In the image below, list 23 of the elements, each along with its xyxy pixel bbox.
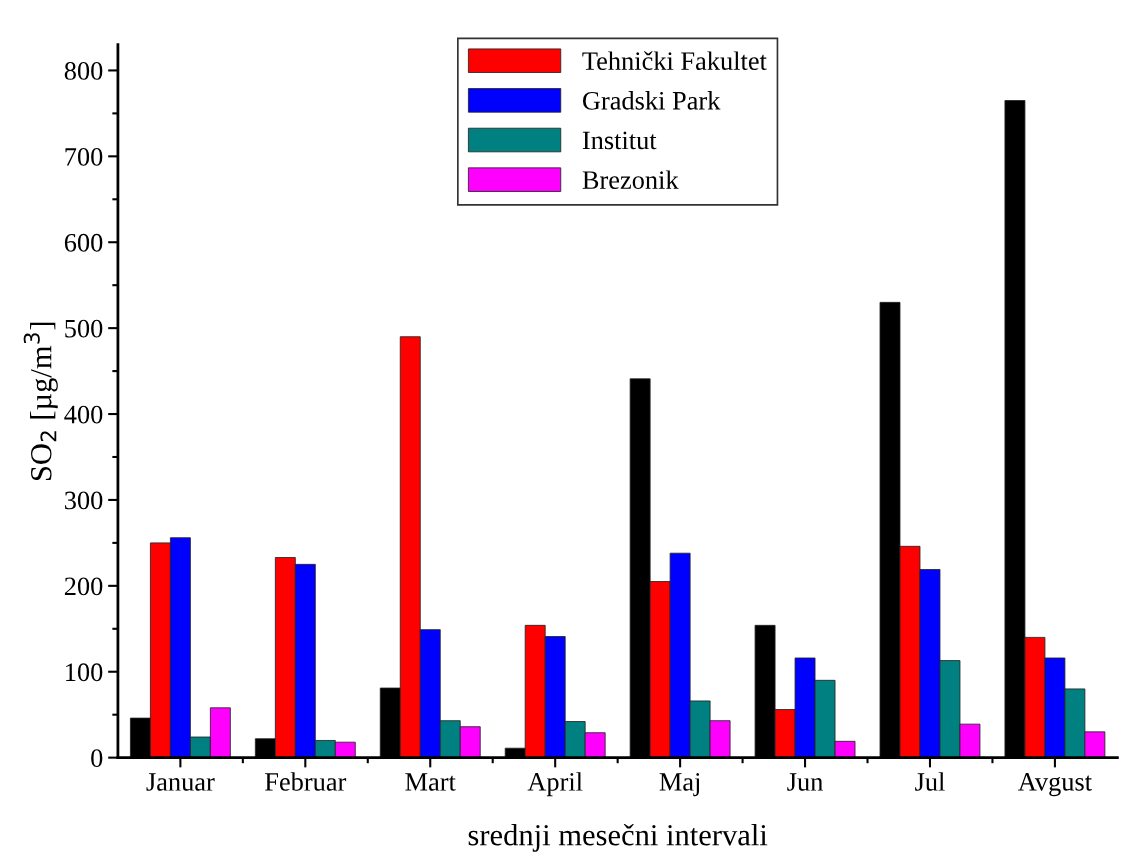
x-tick-label: Jun xyxy=(787,773,823,791)
x-tick-label: Maj xyxy=(659,773,700,797)
legend-label: Brezonik xyxy=(582,170,679,189)
y-tick-label: 600 xyxy=(64,233,103,252)
legend-label: Institut xyxy=(582,131,657,150)
x-tick-label: Februar xyxy=(265,772,347,791)
x-axis-title: srednji mesečni intervali xyxy=(468,823,768,852)
legend-label: Tehnički Fakultet xyxy=(582,51,767,70)
y-tick-label: 700 xyxy=(65,147,103,166)
y-tick-label: 300 xyxy=(65,491,103,510)
y-tick-label: 200 xyxy=(64,577,103,596)
y-tick-label: 400 xyxy=(64,405,103,424)
x-tick-label: Jul xyxy=(915,772,945,791)
x-tick-label: Mart xyxy=(405,773,456,791)
x-tick-label: April xyxy=(527,772,583,797)
y-tick-label: 100 xyxy=(66,663,103,682)
legend-label: Gradski Park xyxy=(582,91,721,110)
y-axis-title: SO$_{2}$ [µg/m$^{3}$] xyxy=(23,322,58,481)
y-tick-label: 800 xyxy=(64,62,103,80)
y-tick-label: 500 xyxy=(65,319,103,338)
x-tick-label: Avgust xyxy=(1018,773,1092,797)
y-tick-label: 0 xyxy=(91,749,103,768)
x-tick-label: Januar xyxy=(146,773,215,791)
